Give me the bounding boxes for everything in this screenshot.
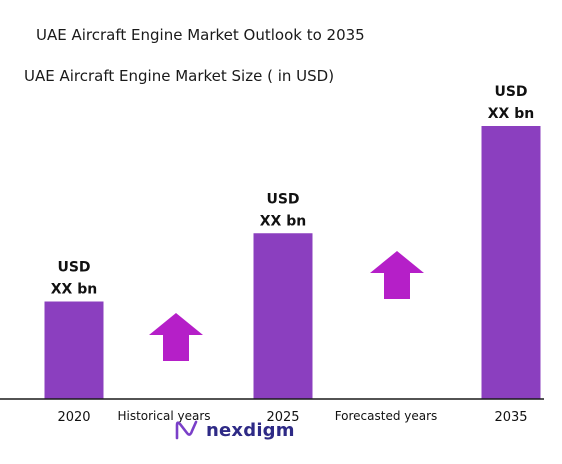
data-label-2025-1: USD xyxy=(266,191,299,207)
up-arrow-icon-forecasted xyxy=(370,251,424,299)
chart-title: UAE Aircraft Engine Market Outlook to 20… xyxy=(36,26,365,44)
brand-name: nexdigm xyxy=(206,419,295,441)
chart-subtitle: UAE Aircraft Engine Market Size ( in USD… xyxy=(24,67,335,85)
data-label-2020-1: USD xyxy=(57,260,90,276)
data-label-2020-2: XX bn xyxy=(51,282,97,298)
nexdigm-logo-icon xyxy=(175,420,198,440)
data-label-2025-2: XX bn xyxy=(260,213,306,229)
bar-2025 xyxy=(253,233,313,399)
annotation-forecasted: Forecasted years xyxy=(335,409,438,423)
up-arrow-icon-historical xyxy=(149,313,203,361)
bar-2035 xyxy=(481,126,541,399)
tick-label-2020: 2020 xyxy=(57,410,90,425)
tick-label-2035: 2035 xyxy=(494,410,527,425)
bar-2020 xyxy=(44,301,104,399)
annotation-historical: Historical years xyxy=(117,409,210,423)
tick-label-2025: 2025 xyxy=(266,410,299,425)
brand-logo: nexdigm xyxy=(174,419,295,441)
data-label-2035-2: XX bn xyxy=(488,106,534,122)
data-label-2035-1: USD xyxy=(494,84,527,100)
